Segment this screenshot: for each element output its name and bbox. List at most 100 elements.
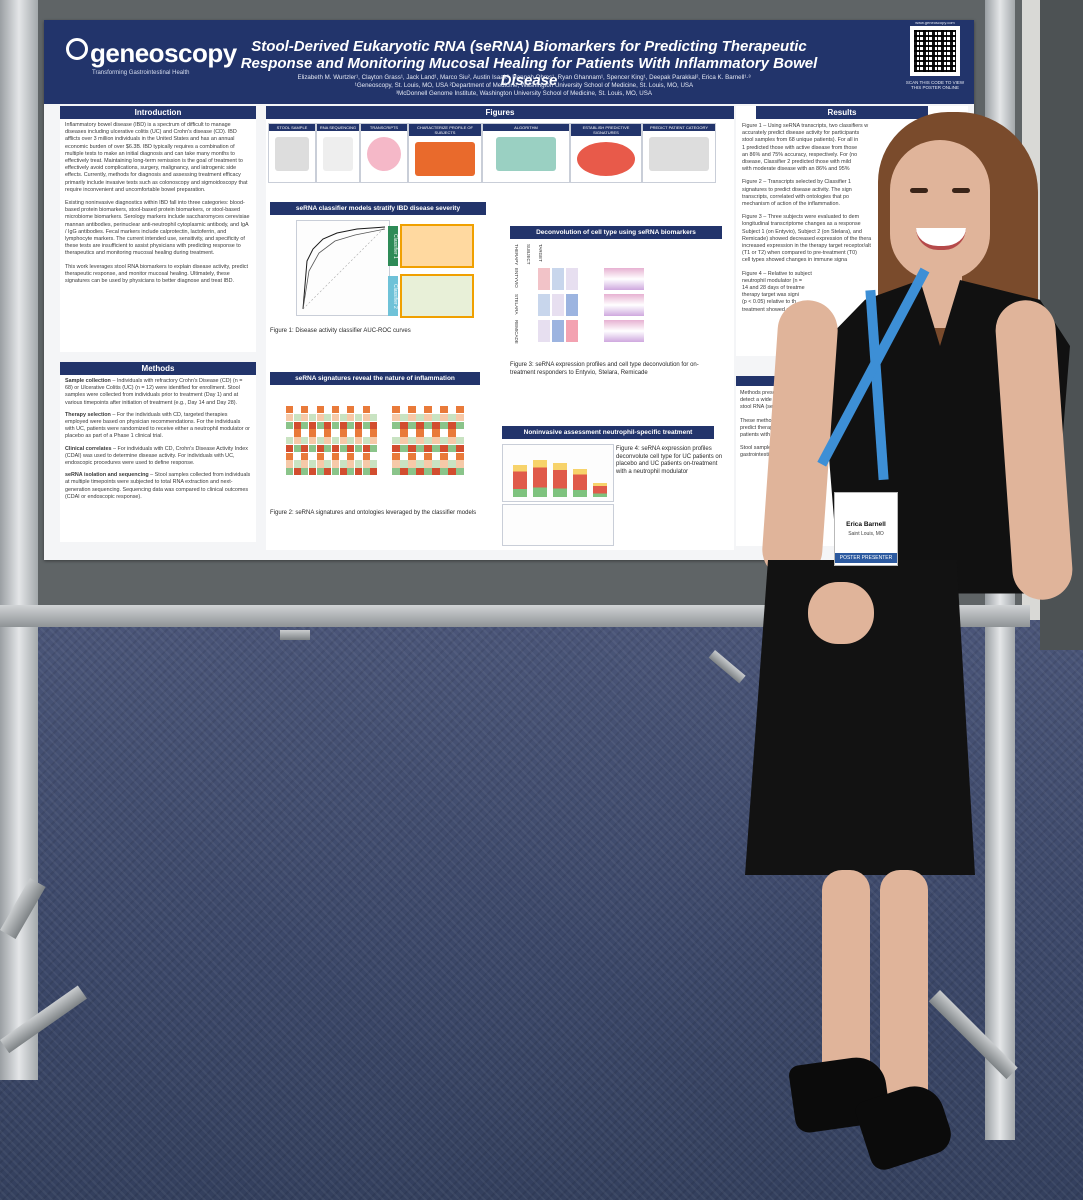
figure-1-caption: Figure 1: Disease activity classifier AU…	[270, 328, 411, 334]
heatmap-cell	[286, 444, 294, 453]
heatmap-cell	[339, 429, 347, 437]
workflow-step-icon	[649, 137, 709, 171]
heatmap-cell	[456, 413, 464, 422]
heatmap-cell	[301, 437, 309, 445]
conclusion-line: detect a wide arra	[740, 397, 783, 404]
heatmap-cell	[316, 429, 324, 437]
heatmap-cell	[293, 452, 301, 460]
results-line: with moderate disease with an 86% and 95…	[742, 166, 850, 173]
results-line: mechanism of action of the inflammation.	[742, 201, 840, 208]
heatmap-cell	[301, 406, 309, 414]
heatmap-cell	[286, 413, 294, 422]
heatmap-cell	[408, 429, 416, 437]
decon-heat-cell	[566, 294, 578, 316]
heatmap-cell	[392, 421, 400, 429]
methods-item: Sample collection – Individuals with ref…	[65, 378, 243, 406]
heatmap-cell	[362, 444, 370, 453]
heatmap-cell	[339, 444, 347, 453]
results-line: neutrophil modulator (n =	[742, 277, 803, 284]
affiliation-line-1: ¹Geneoscopy, St. Louis, MO, USA ²Departm…	[354, 82, 694, 89]
figures-header: Figures	[266, 106, 734, 119]
heatmap-cell	[456, 437, 464, 445]
decon-col-label: TARGET	[538, 244, 543, 262]
heatmap-cell	[309, 421, 317, 429]
methods-item: Therapy selection – For the individuals …	[65, 411, 250, 440]
heatmap-cell	[440, 468, 448, 476]
heatmap-cell	[316, 468, 324, 476]
heatmap-cell	[362, 429, 370, 437]
badge-city: Saint Louis, MO	[848, 531, 884, 537]
conclusion-line: gastrointestin	[740, 452, 773, 459]
qr-caption: SCAN THIS CODE TO VIEW THIS POSTER ONLIN…	[905, 80, 965, 90]
heatmap-cell	[286, 406, 294, 414]
decon-heat-cell	[566, 268, 578, 290]
heatmap-cell	[362, 460, 370, 468]
heatmap-cell	[316, 413, 324, 422]
decon-expression-bar	[604, 294, 644, 316]
heatmap-cell	[355, 460, 363, 468]
workflow-step-label: RNA SEQUENCING	[317, 124, 359, 131]
heatmap-cell	[301, 460, 309, 468]
heatmap-cell	[400, 421, 408, 429]
heatmap-cell	[339, 468, 347, 476]
intro-paragraph-1: Inflammatory bowel disease (IBD) is a sp…	[65, 122, 248, 193]
heatmap-cell	[316, 437, 324, 445]
heatmap-cell	[339, 421, 347, 429]
heatmap-cell	[370, 429, 378, 437]
classifier-1-box: Classifier 1	[388, 224, 474, 268]
heatmap-cell	[362, 452, 370, 460]
heatmap-cell	[347, 406, 355, 414]
heatmap-cell	[362, 413, 370, 422]
conclusion-line: predict therape	[740, 424, 776, 431]
heatmap-cell	[456, 429, 464, 437]
neutrophil-bar	[593, 483, 607, 497]
heatmap-cell	[347, 413, 355, 422]
figure-1-legend	[270, 338, 486, 360]
heatmap-cell	[362, 406, 370, 414]
poster-qr-code[interactable]	[910, 26, 960, 76]
results-line: (T1 or T2) when compared to pre-treatmen…	[742, 250, 857, 257]
heatmap-cell	[400, 429, 408, 437]
workflow-step-icon	[577, 142, 635, 176]
workflow-step-label: TRANSCRIPTS	[361, 124, 407, 131]
heatmap-cell	[424, 452, 432, 460]
heatmap-cell	[432, 406, 440, 414]
workflow-step-icon	[415, 142, 475, 176]
methods-item: seRNA isolation and sequencing – Stool s…	[65, 472, 251, 500]
heatmap-cell	[332, 429, 340, 437]
heatmap-cell	[370, 406, 378, 414]
heatmap-cell	[324, 452, 332, 460]
methods-panel: Methods Sample collection – Individuals …	[60, 362, 256, 542]
decon-heat-cell	[552, 294, 564, 316]
results-line: treatment showed ex	[742, 306, 793, 313]
results-line: Figure 3 – Three subjects were evaluated…	[742, 214, 860, 221]
heatmap-cell	[332, 437, 340, 445]
heatmap-cell	[448, 437, 456, 445]
poster-title: Stool-Derived Eukaryotic RNA (seRNA) Bio…	[240, 38, 818, 89]
heatmap-cell	[424, 413, 432, 422]
results-line: Figure 4 – Relative to subject	[742, 270, 812, 277]
heatmap-cell	[424, 437, 432, 445]
heatmap-cell	[370, 468, 378, 476]
heatmap-cell	[286, 460, 294, 468]
heatmap-cell	[309, 429, 317, 437]
neutrophil-bar	[533, 460, 547, 497]
heatmap-cell	[347, 468, 355, 476]
results-header: Results	[756, 106, 928, 119]
conclusion-line: patients with I	[740, 432, 773, 439]
heatmap-cell	[309, 413, 317, 422]
heatmap-cell	[324, 406, 332, 414]
decon-heat-cell	[538, 268, 550, 290]
classifier-2-box: Classifier 2	[388, 274, 474, 318]
heatmap-cell	[332, 406, 340, 414]
heatmap-cell	[355, 429, 363, 437]
workflow-step: RNA SEQUENCING	[316, 123, 360, 183]
heatmap-cell	[416, 406, 424, 414]
heatmap-cell	[286, 468, 294, 476]
badge-role-strip: POSTER PRESENTER	[835, 553, 897, 563]
heatmap-cell	[424, 421, 432, 429]
heatmap-cell	[316, 421, 324, 429]
results-line: signatures to predict disease activity. …	[742, 186, 852, 193]
heatmap-cell	[301, 452, 309, 460]
heatmap-cell	[400, 413, 408, 422]
